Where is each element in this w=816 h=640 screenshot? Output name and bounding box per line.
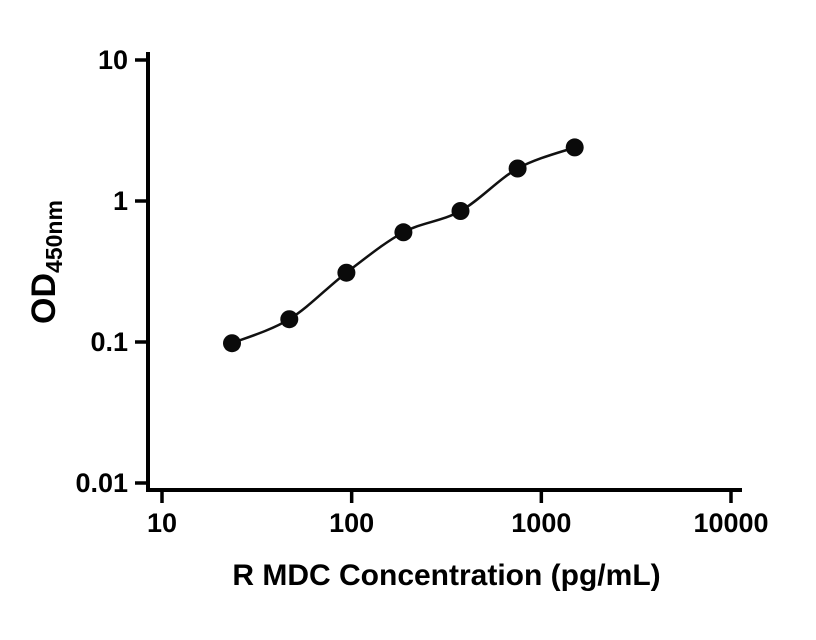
x-tick-label: 100 xyxy=(329,508,374,538)
y-tick-label: 10 xyxy=(98,45,128,75)
x-axis-title: R MDC Concentration (pg/mL) xyxy=(232,559,660,592)
data-point-marker xyxy=(394,223,413,242)
data-point-marker xyxy=(337,263,356,282)
data-point-marker xyxy=(565,138,584,157)
data-point-marker xyxy=(451,202,470,220)
data-point-marker xyxy=(223,334,241,353)
y-tick-label: 0.1 xyxy=(90,327,128,357)
y-tick-label: 1 xyxy=(113,186,128,216)
x-tick-label: 10000 xyxy=(693,508,768,538)
data-point-marker xyxy=(280,310,299,329)
y-tick-label: 0.01 xyxy=(75,468,128,498)
x-tick-label: 1000 xyxy=(511,508,571,538)
data-point-marker xyxy=(508,159,527,178)
x-tick-label: 10 xyxy=(147,508,177,538)
y-axis-title: OD450nm xyxy=(25,200,67,324)
